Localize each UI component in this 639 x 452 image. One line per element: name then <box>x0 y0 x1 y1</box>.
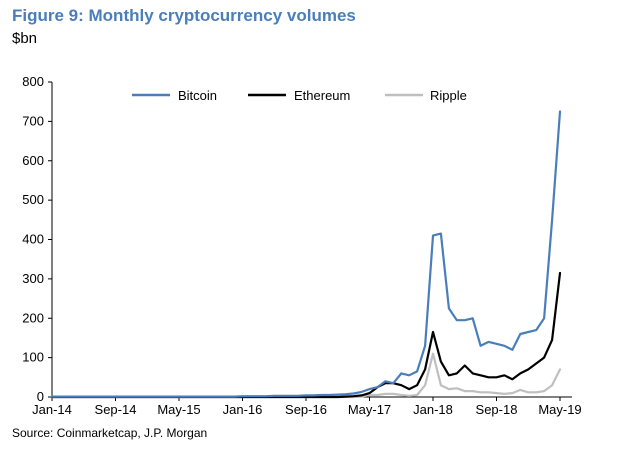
y-tick-label: 300 <box>22 271 44 286</box>
x-tick-label: Jan-18 <box>413 402 453 417</box>
y-tick-label: 500 <box>22 192 44 207</box>
x-tick-label: Sep-18 <box>476 402 518 417</box>
y-unit-label: $bn <box>12 30 38 47</box>
legend-label-ripple: Ripple <box>430 88 467 103</box>
y-tick-label: 800 <box>22 74 44 89</box>
x-tick-label: May-19 <box>538 402 581 417</box>
x-tick-label: Jan-16 <box>223 402 263 417</box>
series-line-ethereum <box>50 271 562 399</box>
x-tick-label: Sep-16 <box>285 402 327 417</box>
x-tick-label: Jan-14 <box>32 402 72 417</box>
y-tick-label: 0 <box>37 389 44 404</box>
y-tick-label: 200 <box>22 310 44 325</box>
series-line-bitcoin <box>50 110 562 398</box>
y-tick-label: 700 <box>22 113 44 128</box>
legend-label-ethereum: Ethereum <box>294 88 350 103</box>
y-tick-label: 100 <box>22 350 44 365</box>
x-tick-label: May-17 <box>348 402 391 417</box>
y-tick-label: 400 <box>22 232 44 247</box>
x-tick-label: May-15 <box>157 402 200 417</box>
chart-title: Figure 9: Monthly cryptocurrency volumes <box>12 6 356 25</box>
x-tick-label: Sep-14 <box>95 402 137 417</box>
source-note: Source: Coinmarketcap, J.P. Morgan <box>12 426 208 440</box>
legend-label-bitcoin: Bitcoin <box>178 88 217 103</box>
y-tick-label: 600 <box>22 153 44 168</box>
